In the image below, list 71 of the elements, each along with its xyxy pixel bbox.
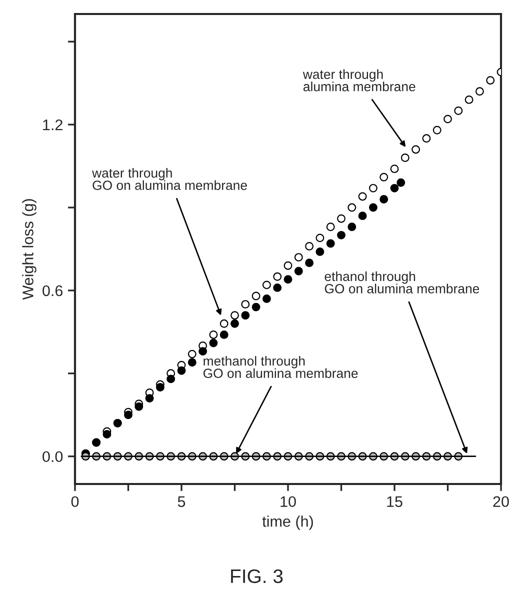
point: [475, 87, 484, 96]
point: [380, 172, 388, 182]
point: [252, 292, 260, 300]
point: [273, 283, 282, 292]
point: [166, 374, 176, 384]
caption: FIG. 3: [231, 569, 283, 584]
point: [380, 195, 388, 204]
point: [390, 184, 399, 192]
point: [294, 253, 303, 262]
point: [400, 154, 410, 162]
annotation: ethanol through GO on alumina membrane: [324, 271, 480, 294]
point: [348, 203, 356, 212]
point: [358, 212, 367, 220]
text: 0.0: [42, 451, 63, 462]
point: [220, 330, 228, 339]
x-tick-label: 20: [493, 496, 509, 508]
point: [284, 275, 292, 284]
point: [220, 319, 228, 328]
point: [368, 203, 378, 212]
point: [177, 366, 186, 375]
point: [145, 394, 154, 403]
annotation: water through GO on alumina membrane: [92, 168, 247, 190]
point: [209, 338, 218, 348]
point: [464, 95, 474, 104]
point: [422, 134, 431, 143]
point: [294, 266, 303, 276]
point: [134, 402, 144, 411]
point: [486, 76, 495, 85]
point: [454, 106, 463, 115]
x-tick-label: 0: [71, 496, 79, 508]
point: [209, 330, 218, 339]
y-tick-label: 1.2: [43, 119, 62, 130]
point: [102, 430, 112, 438]
y-axis-title: Weight loss (g): [22, 199, 36, 300]
point: [326, 222, 335, 232]
x-tick-label: 10: [280, 496, 296, 508]
point: [230, 319, 239, 328]
point: [273, 272, 282, 281]
point: [348, 222, 356, 232]
x-tick-label: 5: [178, 496, 186, 508]
point: [337, 230, 346, 240]
x-tick-label: 15: [387, 496, 402, 508]
point: [230, 311, 239, 320]
annotation: water through alumina membrane: [302, 69, 416, 92]
point: [358, 192, 367, 201]
point: [326, 239, 335, 248]
point: [432, 126, 442, 134]
annotation: methanol through GO on alumina membrane: [203, 356, 358, 378]
point: [262, 294, 271, 303]
point: [262, 280, 271, 290]
point: [305, 258, 314, 268]
point: [412, 145, 420, 154]
point: [241, 311, 250, 320]
point: [305, 242, 314, 250]
point: [284, 261, 292, 270]
point: [188, 358, 196, 367]
point: [444, 114, 452, 124]
point: [368, 184, 378, 192]
point: [188, 350, 196, 358]
point: [316, 248, 324, 256]
point: [124, 410, 132, 420]
point: [156, 383, 164, 392]
point: [198, 347, 208, 356]
point: [316, 234, 324, 242]
y-tick-label: 0.6: [42, 285, 63, 296]
point: [337, 214, 346, 223]
x-axis-title: time (h): [262, 516, 313, 530]
point: [390, 164, 399, 174]
point: [396, 178, 406, 187]
point: [241, 300, 250, 309]
point: [252, 302, 260, 312]
